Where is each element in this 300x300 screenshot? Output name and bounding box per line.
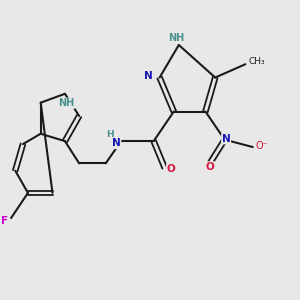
- Text: O: O: [206, 162, 214, 172]
- Text: CH₃: CH₃: [248, 57, 265, 66]
- Text: N: N: [222, 134, 230, 144]
- Text: NH: NH: [58, 98, 74, 108]
- Text: O: O: [167, 164, 176, 174]
- Text: N: N: [112, 139, 121, 148]
- Text: NH: NH: [168, 33, 184, 43]
- Text: F: F: [1, 216, 8, 226]
- Text: N: N: [144, 71, 153, 81]
- Text: H: H: [106, 130, 114, 139]
- Text: O⁻: O⁻: [256, 141, 268, 151]
